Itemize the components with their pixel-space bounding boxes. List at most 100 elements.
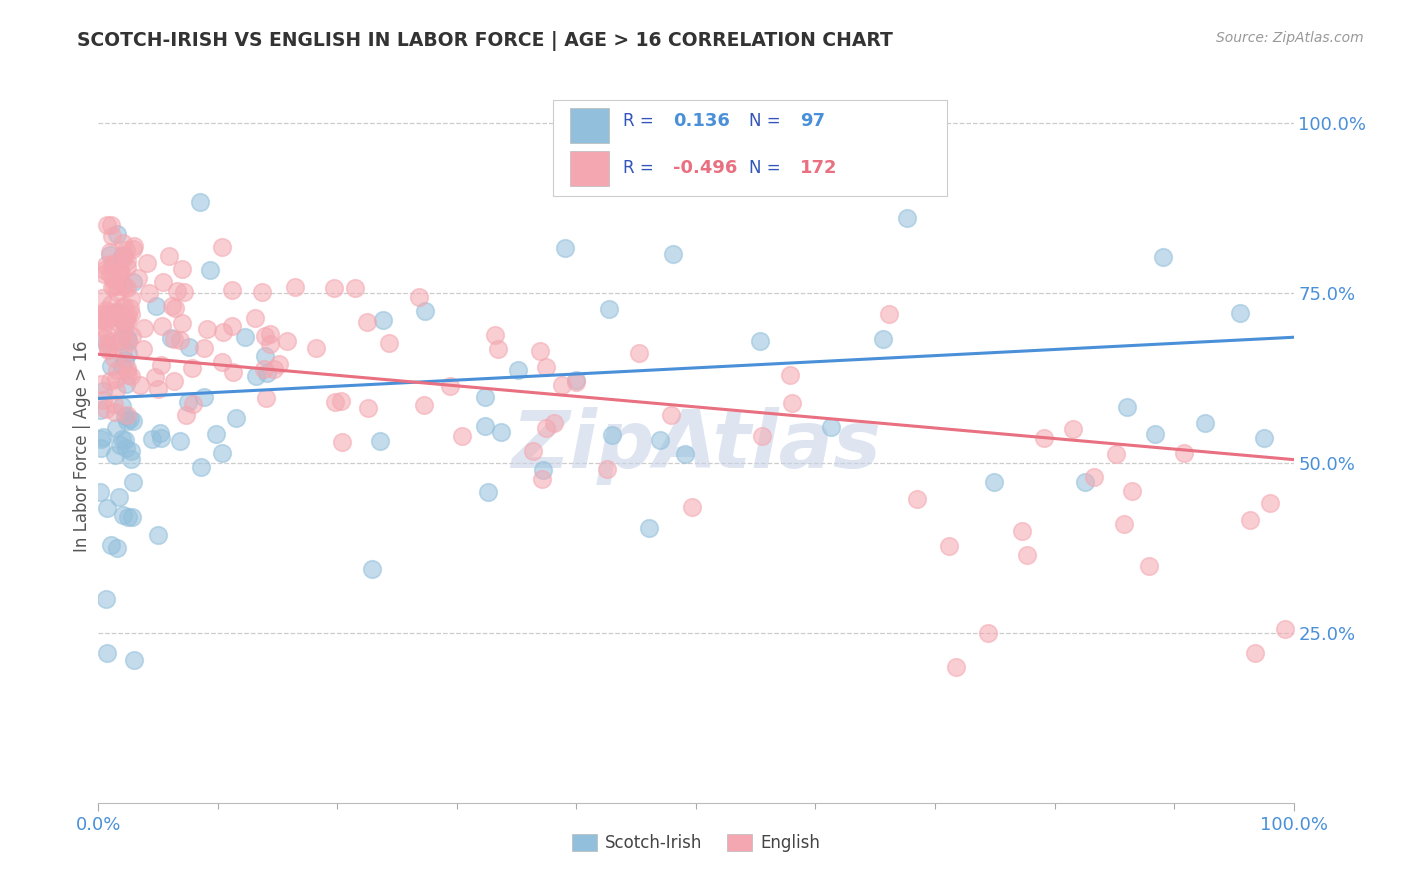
Point	[276, 334, 298, 348]
Point	[163, 374, 186, 388]
Point	[983, 475, 1005, 489]
Point	[662, 247, 685, 261]
Point	[90, 441, 112, 455]
Point	[100, 218, 122, 232]
Point	[145, 299, 167, 313]
Point	[91, 393, 114, 408]
Point	[173, 285, 195, 299]
Point	[105, 279, 128, 293]
Point	[531, 472, 554, 486]
Text: Source: ZipAtlas.com: Source: ZipAtlas.com	[1216, 31, 1364, 45]
Point	[1121, 483, 1143, 498]
Point	[138, 286, 160, 301]
Point	[98, 374, 121, 388]
Point	[120, 292, 142, 306]
Point	[163, 333, 186, 347]
Point	[221, 283, 243, 297]
Point	[117, 409, 139, 423]
Text: R =: R =	[623, 112, 659, 130]
Point	[945, 660, 967, 674]
Point	[89, 485, 111, 500]
Point	[253, 349, 276, 363]
Point	[115, 254, 138, 268]
Point	[779, 368, 801, 382]
Bar	[571, 109, 609, 143]
Point	[179, 340, 201, 354]
Point	[1258, 496, 1281, 510]
Point	[105, 372, 128, 386]
Point	[114, 280, 136, 294]
Point	[1083, 469, 1105, 483]
Point	[1253, 431, 1275, 445]
Point	[117, 346, 139, 360]
Point	[101, 280, 124, 294]
Point	[96, 303, 118, 318]
Point	[122, 475, 145, 489]
Point	[110, 334, 132, 349]
Point	[259, 336, 281, 351]
Point	[160, 330, 183, 344]
Point	[107, 305, 129, 319]
Point	[193, 390, 215, 404]
Point	[112, 344, 135, 359]
Point	[114, 409, 136, 423]
Point	[97, 343, 120, 358]
Point	[122, 275, 145, 289]
Point	[96, 646, 118, 660]
Text: 0.136: 0.136	[673, 112, 730, 130]
Point	[1152, 250, 1174, 264]
Point	[522, 443, 544, 458]
Point	[100, 537, 122, 551]
Point	[211, 355, 233, 369]
Point	[368, 434, 391, 449]
Point	[120, 368, 142, 383]
Point	[193, 341, 215, 355]
Point	[112, 299, 135, 313]
Text: ZipAtlas: ZipAtlas	[510, 407, 882, 485]
Point	[1173, 446, 1195, 460]
Point	[100, 229, 122, 244]
Point	[474, 390, 496, 404]
Point	[110, 333, 132, 347]
Point	[150, 358, 173, 372]
Point	[104, 384, 127, 398]
Point	[529, 343, 551, 358]
Point	[211, 446, 233, 460]
Point	[938, 540, 960, 554]
Text: N =: N =	[748, 159, 786, 177]
Point	[211, 240, 233, 254]
Point	[103, 397, 125, 411]
Point	[148, 382, 170, 396]
Point	[105, 541, 128, 555]
Point	[356, 314, 378, 328]
Point	[150, 431, 173, 445]
Point	[751, 429, 773, 443]
Text: R =: R =	[623, 159, 659, 177]
Point	[149, 425, 172, 440]
Point	[343, 281, 366, 295]
Point	[98, 306, 121, 320]
Point	[132, 321, 155, 335]
Point	[101, 258, 124, 272]
Point	[157, 249, 180, 263]
Point	[160, 299, 183, 313]
Point	[117, 363, 139, 377]
Point	[325, 395, 347, 409]
Point	[111, 399, 134, 413]
Point	[89, 310, 111, 324]
Point	[114, 312, 136, 326]
Y-axis label: In Labor Force | Age > 16: In Labor Force | Age > 16	[73, 340, 91, 552]
Point	[659, 409, 682, 423]
Point	[90, 313, 112, 327]
Point	[305, 341, 328, 355]
Point	[204, 427, 226, 442]
Point	[98, 248, 121, 262]
Point	[112, 248, 135, 262]
Text: 172: 172	[800, 159, 838, 177]
Point	[284, 280, 307, 294]
Point	[212, 325, 235, 339]
Point	[172, 316, 194, 330]
Point	[110, 313, 132, 327]
Point	[98, 310, 121, 325]
Point	[93, 267, 115, 281]
